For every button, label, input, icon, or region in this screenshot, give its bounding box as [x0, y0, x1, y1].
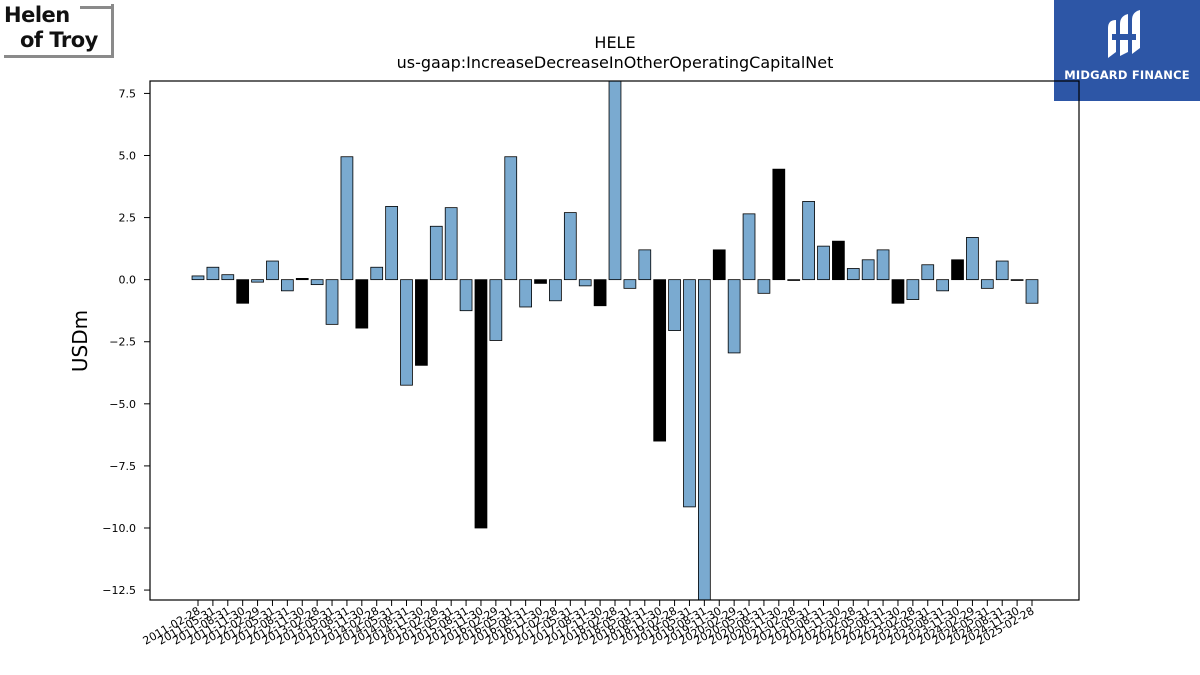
bar — [266, 260, 279, 281]
bar — [519, 279, 533, 308]
bar — [712, 249, 726, 281]
bar — [921, 264, 935, 281]
bar — [504, 156, 518, 281]
bar — [936, 279, 950, 292]
bar — [325, 279, 339, 325]
bar — [906, 279, 920, 300]
bar — [608, 80, 622, 281]
logo-text-line1: Helen — [4, 3, 70, 27]
bar — [653, 279, 667, 442]
bar — [727, 279, 741, 354]
bar — [876, 249, 890, 281]
bar — [221, 274, 235, 281]
bar — [623, 279, 637, 289]
y-tick-label: −2.5 — [109, 336, 136, 349]
y-tick-label: −10.0 — [102, 522, 136, 535]
bar — [980, 279, 994, 289]
bars-layer — [191, 80, 1039, 601]
midgard-mark-icon — [1108, 10, 1140, 58]
y-tick-label: 2.5 — [119, 212, 137, 225]
logo-text-line2: of Troy — [20, 28, 98, 52]
y-axis-label: USDm — [68, 310, 92, 372]
bar — [757, 279, 771, 294]
bar — [191, 275, 205, 281]
bar — [802, 201, 815, 281]
bar — [668, 279, 681, 331]
helen-of-troy-logo: Helen of Troy — [4, 4, 114, 58]
bar — [638, 249, 652, 281]
bar — [578, 279, 592, 287]
y-tick-label: −7.5 — [109, 460, 136, 473]
bar — [385, 205, 398, 281]
y-tick-label: 7.5 — [119, 87, 137, 100]
bar — [474, 279, 488, 529]
bar — [817, 245, 830, 281]
bar — [251, 279, 264, 283]
chart-subtitle: us-gaap:IncreaseDecreaseInOtherOperating… — [397, 53, 834, 72]
chart-title: HELE — [594, 33, 635, 52]
bar — [995, 260, 1009, 281]
bar — [891, 279, 905, 304]
bar — [355, 279, 369, 329]
x-axis: 2011-02-282011-05-312011-08-312011-11-30… — [141, 600, 1037, 648]
bar — [489, 279, 503, 341]
bar — [370, 266, 384, 281]
y-tick-label: −12.5 — [102, 584, 136, 597]
bar — [1025, 279, 1039, 304]
bar — [742, 213, 756, 281]
logo-frame-bar — [80, 6, 114, 9]
bar — [772, 168, 786, 281]
bar — [310, 279, 324, 286]
bar — [400, 279, 413, 386]
bar — [534, 279, 547, 284]
y-axis: −12.5 −10.0 −7.5 −5.0 −2.5 0.0 2.5 5.0 7.5 — [102, 87, 150, 597]
y-tick-label: 5.0 — [119, 149, 137, 162]
bar — [429, 225, 443, 281]
bar — [787, 279, 801, 281]
bar — [444, 207, 458, 281]
bar — [459, 279, 473, 312]
bar — [206, 266, 220, 281]
bar — [683, 279, 696, 508]
bar — [846, 268, 860, 281]
bar — [295, 278, 309, 281]
bar — [340, 156, 354, 281]
bar — [861, 259, 875, 281]
bar — [415, 279, 428, 366]
bar — [549, 279, 562, 302]
bar — [966, 237, 979, 281]
y-tick-label: −5.0 — [109, 398, 136, 411]
bar — [698, 279, 711, 601]
bar — [832, 240, 845, 281]
bar — [563, 212, 577, 281]
bar — [236, 279, 250, 304]
bar — [280, 279, 294, 292]
midgard-finance-name: MIDGARD FINANCE — [1064, 68, 1190, 82]
bar — [1010, 279, 1024, 281]
bar — [951, 259, 964, 281]
bar — [593, 279, 607, 307]
midgard-finance-logo: MIDGARD FINANCE — [1054, 0, 1200, 101]
y-tick-label: 0.0 — [119, 274, 137, 287]
plot-frame — [149, 80, 1080, 601]
